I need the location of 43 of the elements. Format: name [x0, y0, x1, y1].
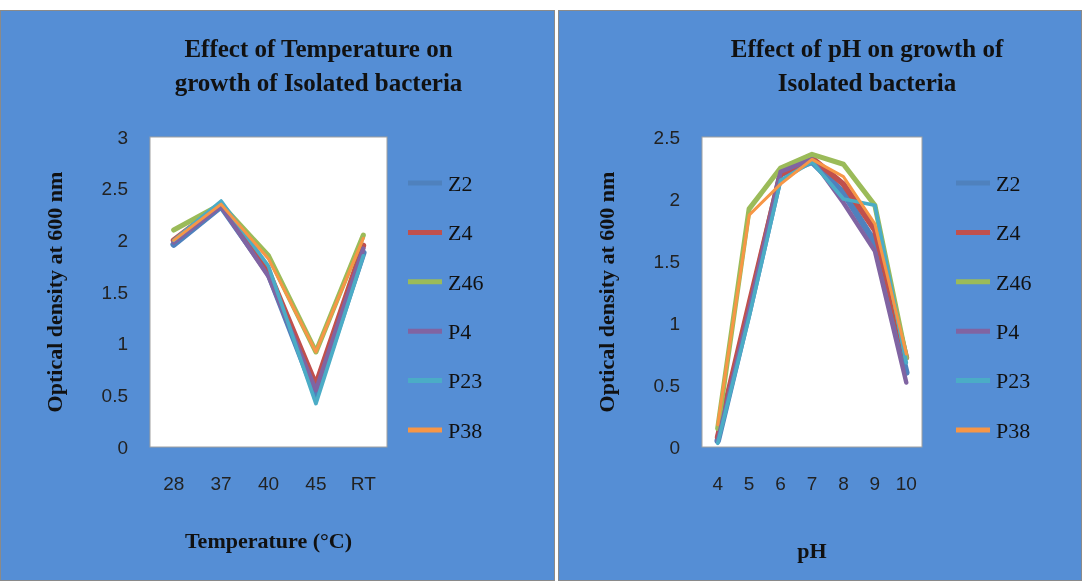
y-tick-label: 0 [669, 436, 680, 458]
y-tick-label: 0 [117, 436, 128, 458]
chart-title: Effect of pH on growth of Isolated bacteria [730, 35, 1004, 96]
x-tick-label: 6 [775, 473, 786, 494]
y-axis-title: Optical density at 600 nm [594, 171, 619, 413]
y-axis-title: Optical density at 600 nm [42, 171, 67, 413]
y-tick-label: 1.5 [653, 250, 680, 272]
x-axis-title: pH [797, 538, 827, 563]
y-tick-label: 2 [669, 188, 680, 210]
y-tick-label: 1.5 [101, 281, 128, 303]
legend-label: Z4 [996, 220, 1021, 246]
x-tick-label: 8 [838, 473, 849, 494]
x-tick-label: 37 [210, 473, 232, 494]
chart-title: Effect of Temperature on growth of Isolated bacteria [174, 35, 463, 96]
y-tick-label: 2.5 [653, 126, 680, 148]
x-tick-label: 9 [869, 473, 881, 494]
y-tick-label: 0.5 [653, 374, 680, 396]
legend-label: P38 [448, 417, 483, 443]
x-axis-title: Temperature (°C) [184, 528, 353, 553]
legend-label: P23 [996, 368, 1031, 394]
legend-label: Z46 [448, 269, 484, 295]
legend-label: Z2 [996, 170, 1021, 196]
legend-label: Z46 [996, 269, 1032, 295]
legend-label: Z2 [448, 170, 473, 196]
y-tick-label: 1 [117, 333, 128, 355]
legend-label: P4 [448, 318, 472, 344]
x-tick-label: 5 [743, 473, 755, 494]
y-tick-label: 1 [669, 312, 680, 334]
x-tick-label: 4 [712, 473, 724, 494]
x-tick-label: 7 [806, 473, 818, 494]
legend-label: Z4 [448, 220, 473, 246]
x-tick-label: 45 [305, 473, 327, 494]
legend-label: P23 [448, 368, 483, 394]
x-tick-label: 10 [895, 473, 917, 494]
y-tick-label: 2 [117, 229, 128, 251]
x-tick-label: 28 [163, 473, 185, 494]
x-tick-label: 40 [257, 473, 280, 494]
y-tick-label: 3 [117, 126, 128, 148]
y-tick-label: 0.5 [101, 384, 128, 406]
legend-label: P38 [996, 417, 1031, 443]
legend-label: P4 [996, 318, 1020, 344]
y-tick-label: 2.5 [101, 178, 128, 200]
x-tick-label: RT [350, 473, 377, 494]
